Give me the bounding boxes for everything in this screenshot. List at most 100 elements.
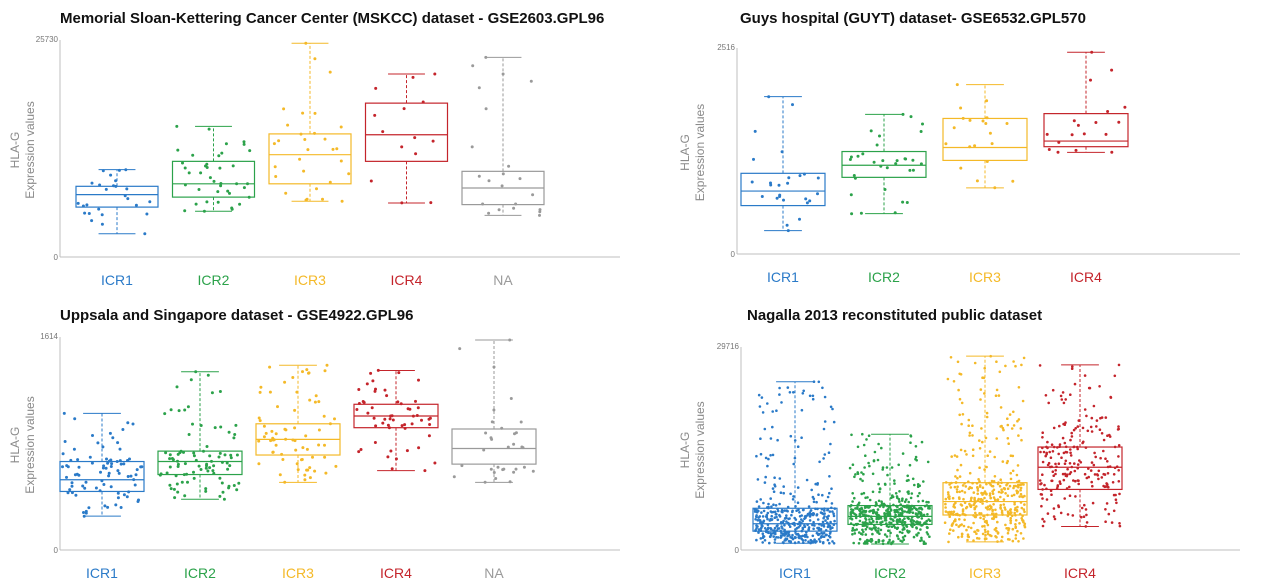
data-point bbox=[908, 463, 912, 467]
data-point bbox=[866, 496, 869, 499]
data-point bbox=[967, 487, 971, 491]
data-point bbox=[925, 500, 928, 504]
data-point bbox=[1041, 524, 1045, 528]
data-point bbox=[1076, 123, 1080, 127]
data-point bbox=[100, 222, 104, 226]
data-point bbox=[1011, 527, 1015, 531]
data-point bbox=[1016, 464, 1020, 467]
data-point bbox=[233, 433, 237, 436]
data-point bbox=[500, 184, 504, 188]
data-point bbox=[301, 446, 305, 450]
data-point bbox=[538, 213, 541, 217]
data-point bbox=[221, 490, 225, 494]
data-point bbox=[760, 511, 763, 514]
data-point bbox=[991, 492, 995, 495]
data-point bbox=[374, 387, 377, 391]
data-point bbox=[229, 453, 233, 457]
data-point bbox=[294, 448, 298, 452]
data-point bbox=[1068, 462, 1072, 465]
data-point bbox=[1064, 459, 1068, 463]
data-point bbox=[1100, 432, 1104, 435]
data-point bbox=[1116, 428, 1120, 431]
data-point bbox=[787, 539, 791, 543]
data-point bbox=[1000, 539, 1003, 542]
data-point bbox=[776, 438, 779, 442]
data-point bbox=[822, 457, 825, 460]
data-point bbox=[872, 160, 876, 164]
data-point bbox=[773, 516, 777, 519]
data-point bbox=[852, 541, 855, 545]
data-point bbox=[1094, 455, 1097, 459]
data-point bbox=[814, 541, 817, 544]
data-point bbox=[995, 360, 998, 363]
data-point bbox=[106, 461, 110, 465]
data-point bbox=[980, 491, 983, 495]
data-point bbox=[903, 510, 907, 513]
data-point bbox=[66, 491, 70, 495]
data-point bbox=[1117, 480, 1121, 483]
data-point bbox=[831, 510, 834, 513]
data-point bbox=[189, 378, 193, 382]
data-point bbox=[922, 480, 925, 483]
data-point bbox=[1086, 429, 1090, 433]
data-point bbox=[119, 506, 123, 509]
data-point bbox=[1069, 448, 1072, 451]
data-point bbox=[822, 525, 826, 528]
data-point bbox=[992, 503, 995, 506]
data-point bbox=[867, 461, 870, 465]
data-point bbox=[864, 528, 868, 531]
data-point bbox=[365, 382, 369, 386]
data-point bbox=[433, 72, 437, 76]
category-label-icr1: ICR1 bbox=[779, 565, 811, 581]
data-point bbox=[922, 542, 926, 545]
data-point bbox=[975, 179, 979, 183]
data-point bbox=[509, 397, 513, 400]
data-point bbox=[948, 515, 951, 518]
data-point bbox=[918, 521, 922, 524]
data-point bbox=[785, 514, 788, 517]
data-point bbox=[370, 406, 374, 410]
data-point bbox=[858, 519, 862, 523]
data-point bbox=[828, 532, 832, 535]
data-point bbox=[217, 154, 221, 158]
data-point bbox=[907, 500, 910, 504]
data-point bbox=[947, 540, 950, 544]
iqr-box bbox=[942, 117, 1028, 162]
data-point bbox=[761, 524, 764, 528]
data-point bbox=[860, 471, 863, 474]
data-point bbox=[801, 539, 805, 542]
data-point bbox=[949, 528, 952, 531]
data-point bbox=[752, 157, 755, 161]
data-point bbox=[1118, 522, 1121, 525]
data-point bbox=[313, 57, 317, 61]
data-point bbox=[878, 487, 882, 490]
data-point bbox=[1038, 364, 1042, 367]
data-point bbox=[831, 540, 834, 543]
data-point bbox=[999, 478, 1002, 481]
y-tick-label: 0 bbox=[54, 253, 59, 262]
data-point bbox=[1050, 479, 1053, 483]
data-point bbox=[915, 459, 918, 462]
data-point bbox=[207, 127, 211, 131]
data-point bbox=[881, 468, 884, 471]
data-point bbox=[1080, 506, 1084, 510]
data-point bbox=[286, 123, 290, 127]
data-point bbox=[126, 197, 130, 201]
data-point bbox=[514, 467, 518, 471]
data-point bbox=[1085, 521, 1089, 524]
data-point bbox=[899, 507, 903, 510]
data-point bbox=[831, 526, 834, 529]
data-point bbox=[998, 484, 1002, 488]
axes: 25730 0 HLA-G Expression values bbox=[8, 35, 620, 262]
data-point bbox=[897, 511, 900, 514]
data-point bbox=[76, 458, 80, 462]
data-point bbox=[1045, 452, 1048, 456]
data-point bbox=[231, 164, 235, 168]
box-icr2: ICR2 bbox=[171, 124, 256, 288]
data-point bbox=[988, 494, 992, 497]
data-point bbox=[797, 526, 800, 529]
data-point bbox=[538, 208, 542, 212]
data-point bbox=[1017, 386, 1021, 389]
data-point bbox=[333, 417, 336, 421]
data-point bbox=[1007, 529, 1010, 532]
